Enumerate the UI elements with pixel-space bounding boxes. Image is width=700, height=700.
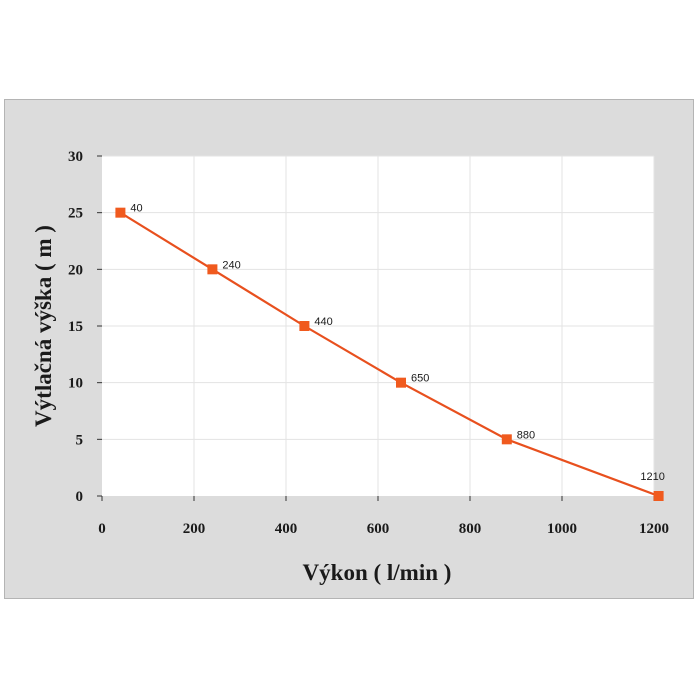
x-tick-label: 1200 bbox=[639, 521, 669, 537]
y-tick-label: 15 bbox=[68, 319, 83, 335]
data-point bbox=[299, 321, 310, 331]
data-point bbox=[653, 491, 664, 501]
data-point bbox=[396, 377, 406, 388]
series-layer bbox=[115, 207, 664, 501]
y-tick-label: 10 bbox=[68, 376, 83, 392]
x-tick-label: 800 bbox=[459, 521, 482, 537]
series-line bbox=[119, 211, 659, 498]
y-tick-label: 5 bbox=[76, 432, 84, 448]
x-tick-label: 400 bbox=[275, 521, 298, 537]
data-point bbox=[501, 434, 512, 445]
x-axis-title: Výkon ( l/min ) bbox=[303, 560, 452, 585]
grid-lines bbox=[102, 155, 655, 496]
data-label: 650 bbox=[411, 373, 429, 385]
data-label: 40 bbox=[130, 203, 142, 215]
data-labels: 40 240 440 650 880 1210 bbox=[130, 203, 664, 483]
y-tick-label: 20 bbox=[68, 262, 83, 278]
data-point bbox=[115, 207, 126, 218]
chart: 0 5 10 15 20 25 30 0 200 400 600 800 1000 1200 40 240… bbox=[31, 149, 669, 585]
x-tick-label: 1000 bbox=[547, 521, 577, 537]
x-tick-label: 200 bbox=[183, 521, 206, 537]
y-axis-title: Výtlačná výška ( m ) bbox=[31, 225, 56, 427]
data-label: 880 bbox=[517, 429, 535, 441]
data-label: 1210 bbox=[640, 471, 664, 483]
data-label: 440 bbox=[314, 316, 332, 328]
x-tick-label: 600 bbox=[367, 521, 390, 537]
y-tick-label: 0 bbox=[76, 489, 84, 505]
y-tick-label: 30 bbox=[68, 149, 83, 165]
data-label: 240 bbox=[222, 259, 240, 271]
data-point bbox=[207, 264, 218, 275]
y-axis-ticks: 0 5 10 15 20 25 30 bbox=[68, 149, 102, 505]
chart-frame: 0 5 10 15 20 25 30 0 200 400 600 800 1000 1200 40 240… bbox=[4, 99, 694, 599]
y-tick-label: 25 bbox=[68, 206, 83, 222]
x-tick-label: 0 bbox=[98, 521, 106, 537]
x-axis-ticks: 0 200 400 600 800 1000 1200 bbox=[98, 496, 669, 537]
